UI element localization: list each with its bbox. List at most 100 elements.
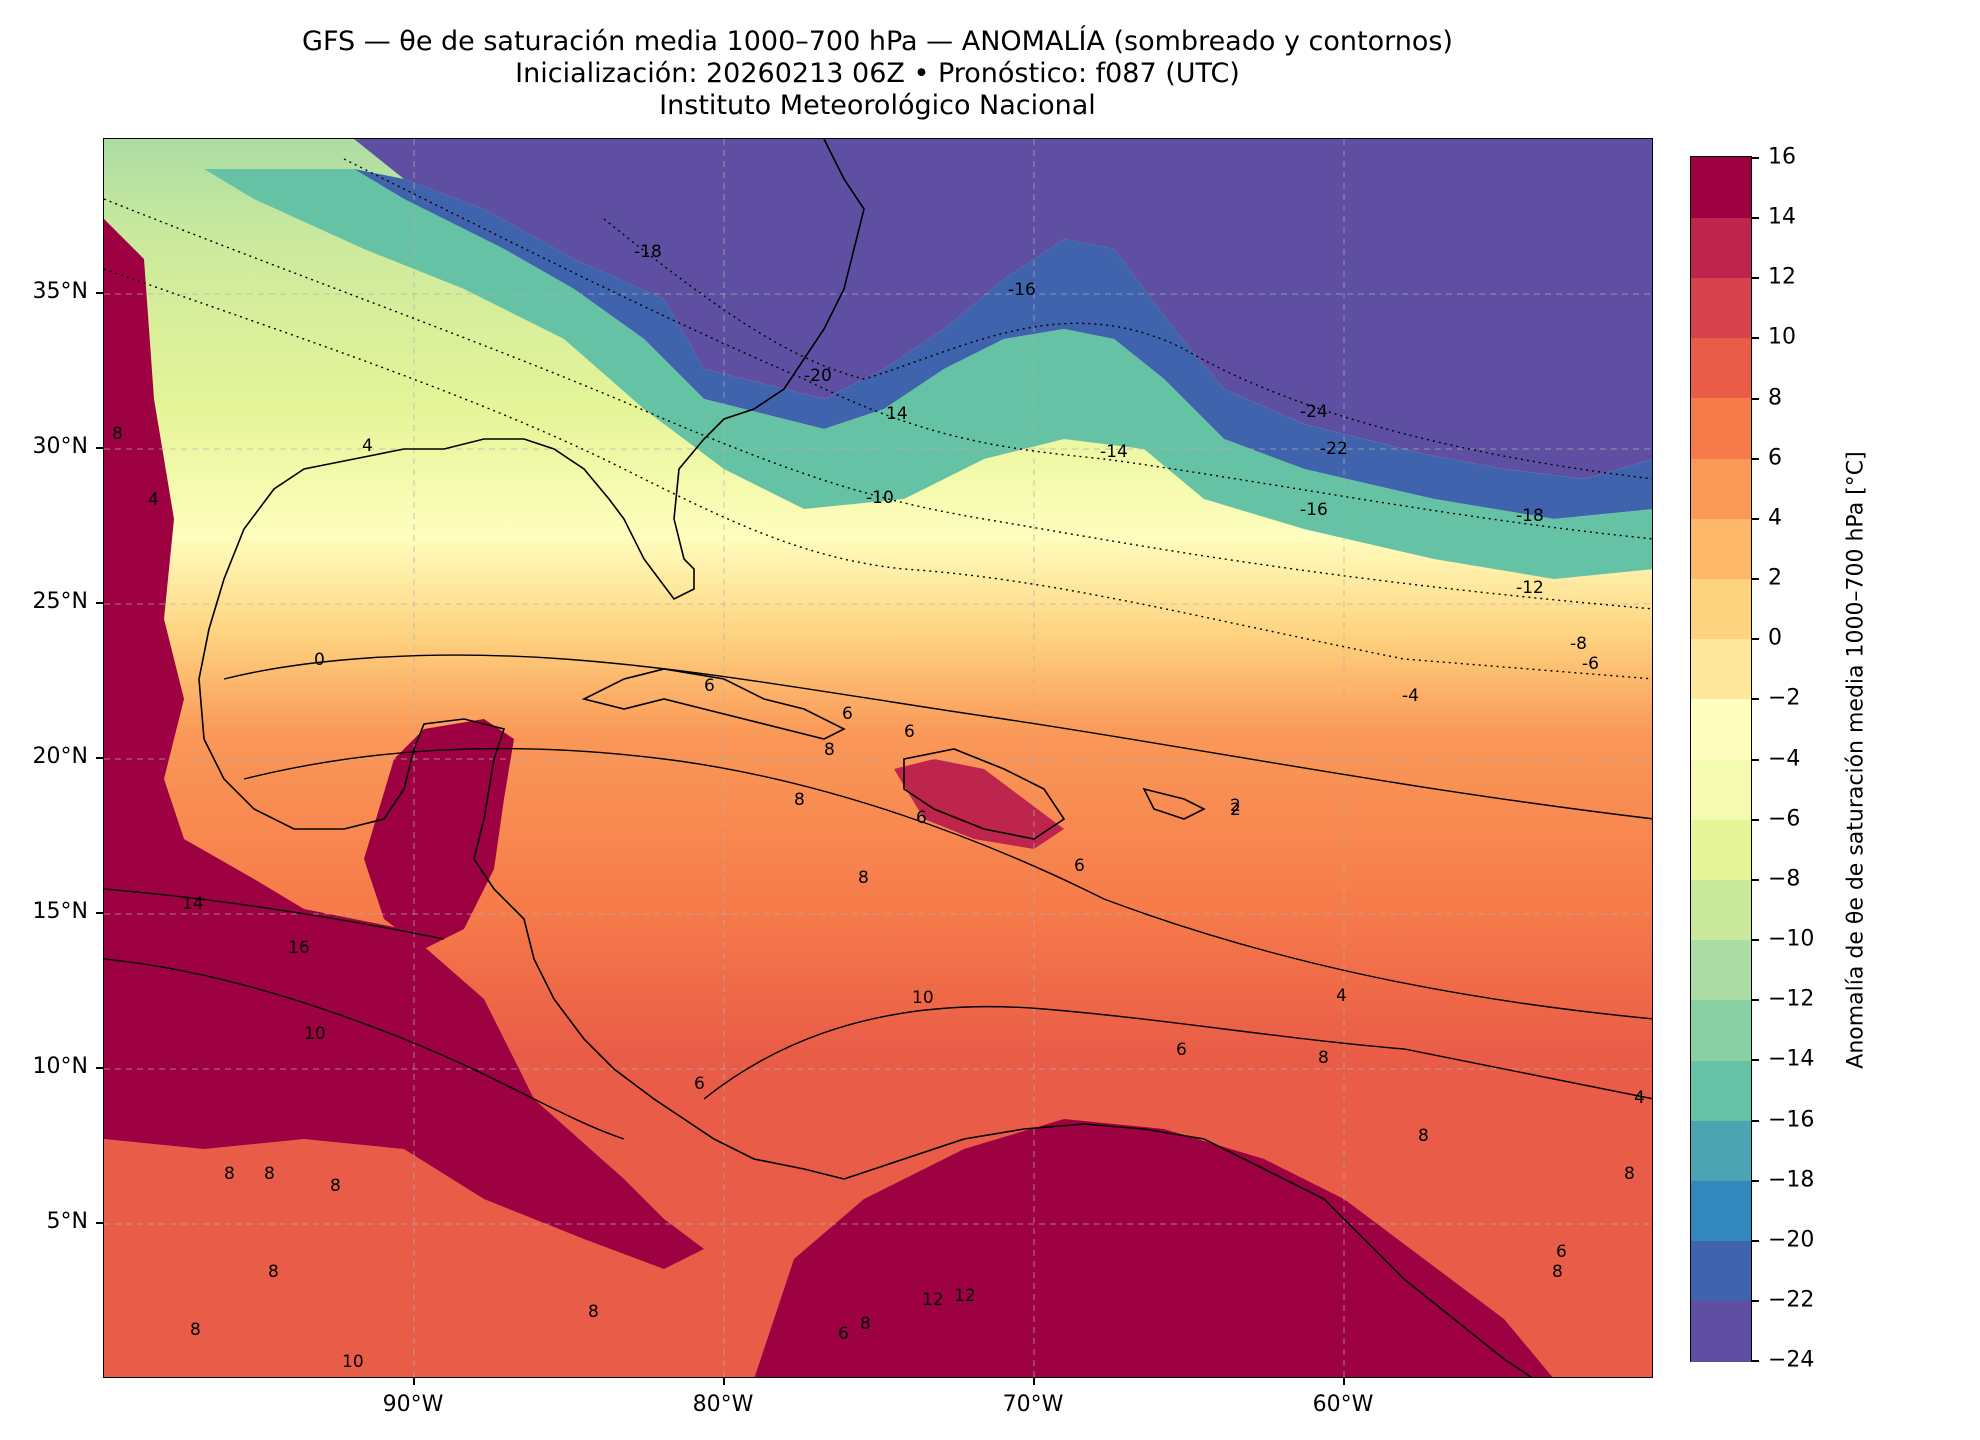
- contour-label: 10: [304, 1024, 326, 1044]
- colorbar-tick-mark: [1752, 1300, 1759, 1302]
- contour-label: -20: [804, 366, 832, 386]
- title-line-2: Inicialización: 20260213 06Z • Pronóstic…: [515, 58, 1240, 89]
- contour-label: 4: [1634, 1088, 1645, 1108]
- colorbar-tick-label: 0: [1768, 625, 1782, 651]
- colorbar-tick-mark: [1752, 578, 1759, 580]
- colorbar-segment: [1691, 277, 1751, 339]
- colorbar-tick-mark: [1752, 1360, 1759, 1362]
- contour-label: 8: [112, 424, 123, 444]
- colorbar-segment: [1691, 337, 1751, 399]
- colorbar-tick-mark: [1752, 157, 1759, 159]
- colorbar-tick-mark: [1752, 879, 1759, 881]
- colorbar-tick-mark: [1752, 1120, 1759, 1122]
- colorbar-tick-label: 14: [1768, 204, 1796, 230]
- colorbar-segment: [1691, 999, 1751, 1061]
- lon-tick-label: 90°W: [382, 1392, 444, 1417]
- colorbar-tick-label: −18: [1768, 1167, 1815, 1193]
- contour-label: -16: [1300, 500, 1328, 520]
- colorbar-tick-mark: [1752, 759, 1759, 761]
- colorbar-segment: [1691, 1300, 1751, 1362]
- colorbar-tick-mark: [1752, 277, 1759, 279]
- colorbar-tick-label: −10: [1768, 926, 1815, 952]
- gridlines: [104, 139, 1652, 1377]
- contour-label: 4: [1336, 986, 1347, 1006]
- lon-tick-label: 80°W: [692, 1392, 754, 1417]
- colorbar-tick-mark: [1752, 698, 1759, 700]
- colorbar-tick-label: 4: [1768, 505, 1782, 531]
- contour-label: 8: [860, 1314, 871, 1334]
- contour-label: 10: [342, 1352, 364, 1372]
- lat-tick-label: 15°N: [32, 899, 88, 924]
- contour-label: 8: [1318, 1048, 1329, 1068]
- colorbar-tick-label: −12: [1768, 986, 1815, 1012]
- colorbar-tick-label: 16: [1768, 144, 1796, 170]
- lat-tick-label: 35°N: [32, 279, 88, 304]
- contour-label: 0: [314, 650, 325, 670]
- contour-label-group: -18 -16 -20 14 -24 -22 -14 -10 -16 -18 -…: [112, 242, 1645, 1372]
- contour-label: 8: [588, 1302, 599, 1322]
- contour-lines: [104, 158, 1652, 1140]
- anomaly-map: -18 -16 -20 14 -24 -22 -14 -10 -16 -18 -…: [104, 139, 1652, 1377]
- contour-label: 6: [704, 676, 715, 696]
- contour-label: 14: [182, 894, 204, 914]
- contour-label: 6: [916, 808, 927, 828]
- colorbar-segment: [1691, 1060, 1751, 1121]
- contour-label: 8: [858, 868, 869, 888]
- colorbar-tick-label: −24: [1768, 1347, 1815, 1373]
- cold-anomaly-band-teal: [204, 169, 1652, 579]
- contour-label: -22: [1320, 439, 1348, 459]
- contour-label: -16: [1008, 280, 1036, 300]
- warm-anomaly-hispaniola: [894, 759, 1064, 849]
- colorbar-tick-mark: [1752, 999, 1759, 1001]
- colorbar-tick-label: −14: [1768, 1046, 1815, 1072]
- colorbar-tick-mark: [1752, 217, 1759, 219]
- contour-label: 12: [954, 1286, 976, 1306]
- colorbar-segment: [1691, 217, 1751, 278]
- colorbar-tick-label: −8: [1768, 866, 1801, 892]
- contour-label: -14: [1100, 442, 1128, 462]
- contour-label: 2: [1230, 800, 1241, 820]
- colorbar-tick-mark: [1752, 398, 1759, 400]
- warm-anomaly-south-america: [754, 1119, 1553, 1377]
- warm-anomaly-western-land: [104, 219, 704, 1269]
- lon-tick-label: 70°W: [1002, 1392, 1064, 1417]
- contour-label: 6: [1176, 1040, 1187, 1060]
- contour-label: 6: [1074, 856, 1085, 876]
- colorbar-tick-label: −16: [1768, 1107, 1815, 1133]
- colorbar-tick-mark: [1752, 1180, 1759, 1182]
- contour-label: -18: [634, 242, 662, 262]
- colorbar-segment: [1691, 1240, 1751, 1302]
- colorbar-tick-label: 10: [1768, 324, 1796, 350]
- colorbar-segment: [1691, 759, 1751, 820]
- contour-label: -18: [1516, 506, 1544, 526]
- colorbar-tick-mark: [1752, 819, 1759, 821]
- colorbar-tick-label: −20: [1768, 1227, 1815, 1253]
- colorbar-tick-label: −6: [1768, 806, 1801, 832]
- colorbar-tick-label: −22: [1768, 1287, 1815, 1313]
- contour-label: 8: [824, 740, 835, 760]
- colorbar-tick-mark: [1752, 337, 1759, 339]
- lat-tick-label: 20°N: [32, 744, 88, 769]
- contour-label: 8: [330, 1176, 341, 1196]
- contour-label: 8: [190, 1320, 201, 1340]
- figure-title: GFS — θe de saturación media 1000–700 hP…: [0, 26, 1755, 122]
- colorbar-segment: [1691, 1120, 1751, 1181]
- colorbar-label: Anomalía de θe de saturación media 1000–…: [1843, 451, 1869, 1069]
- contour-label: -6: [1582, 654, 1599, 674]
- contour-label: 8: [794, 790, 805, 810]
- colorbar-tick-mark: [1752, 1059, 1759, 1061]
- contour-label: 2: [1230, 796, 1241, 816]
- contour-label: 8: [224, 1164, 235, 1184]
- warm-anomaly-yucatan: [364, 719, 514, 949]
- contour-label: 6: [904, 722, 915, 742]
- colorbar-tick-label: −2: [1768, 685, 1801, 711]
- colorbar-segment: [1691, 1180, 1751, 1242]
- contour-label: -24: [1300, 402, 1328, 422]
- contour-label: 4: [148, 490, 159, 510]
- contour-label: 6: [842, 704, 853, 724]
- colorbar-tick-mark: [1752, 518, 1759, 520]
- colorbar-segment: [1691, 578, 1751, 640]
- contour-label: 6: [1556, 1242, 1567, 1262]
- cold-anomaly-band-blue: [354, 169, 1652, 519]
- contour-label: 14: [886, 404, 908, 424]
